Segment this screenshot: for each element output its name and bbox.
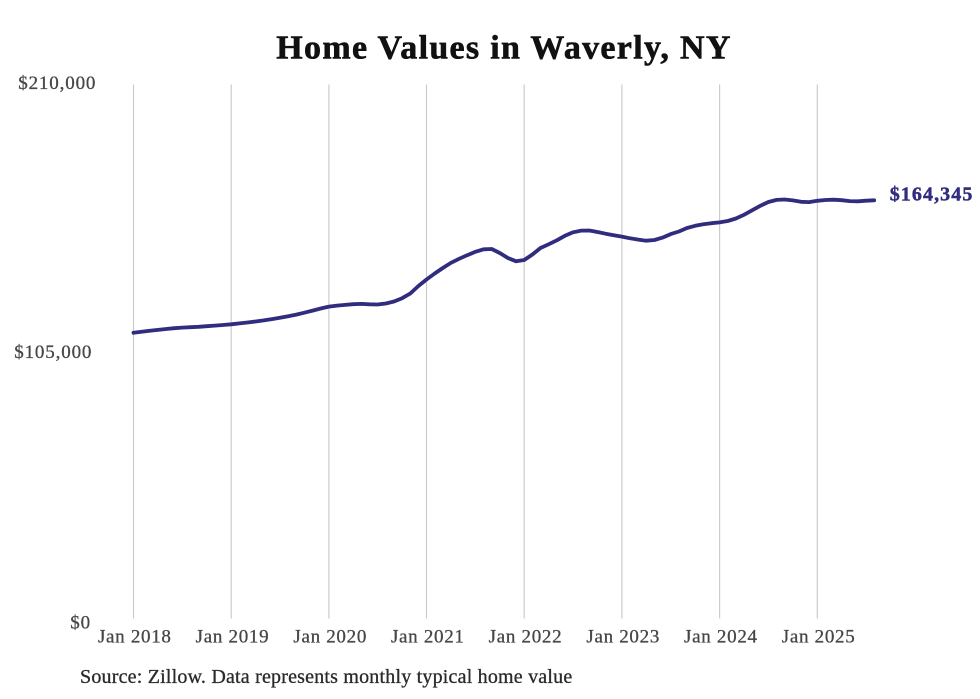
svg-text:Jan 2025: Jan 2025 — [782, 626, 856, 647]
svg-text:Source: Zillow. Data represent: Source: Zillow. Data represents monthly … — [80, 666, 572, 688]
svg-text:$105,000: $105,000 — [14, 342, 92, 363]
svg-text:Jan 2020: Jan 2020 — [293, 626, 367, 647]
svg-text:Jan 2021: Jan 2021 — [391, 626, 465, 647]
svg-text:$164,345: $164,345 — [890, 183, 974, 205]
svg-text:$210,000: $210,000 — [18, 73, 96, 94]
svg-text:Jan 2024: Jan 2024 — [684, 626, 758, 647]
svg-text:Jan 2019: Jan 2019 — [196, 626, 270, 647]
svg-text:$0: $0 — [70, 613, 91, 634]
svg-text:Jan 2022: Jan 2022 — [489, 626, 563, 647]
svg-text:Home Values in Waverly, NY: Home Values in Waverly, NY — [276, 30, 731, 67]
svg-text:Jan 2018: Jan 2018 — [98, 626, 172, 647]
svg-text:Jan 2023: Jan 2023 — [586, 626, 660, 647]
